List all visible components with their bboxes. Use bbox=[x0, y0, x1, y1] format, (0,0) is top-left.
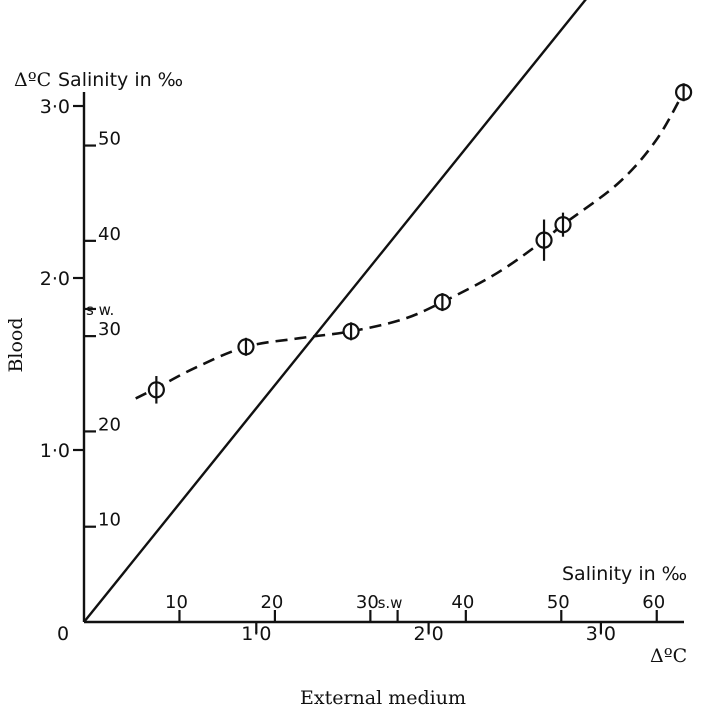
origin-label: 0 bbox=[57, 623, 69, 645]
y-salinity-tick-label: 20 bbox=[98, 414, 121, 435]
labels: ΔºC Salinity in ‰ Salinity in ‰ ΔºC 0 Ex… bbox=[5, 69, 687, 709]
data-points bbox=[147, 83, 693, 404]
axes bbox=[82, 92, 684, 624]
x-salinity-axis-title: Salinity in ‰ bbox=[562, 563, 687, 585]
x-salinity-tick-label: 60 bbox=[642, 592, 665, 613]
y-salinity-tick-label: 40 bbox=[98, 224, 121, 245]
x-salinity-tick-label: 20 bbox=[260, 592, 283, 613]
x-sea-water-label: s.w bbox=[378, 594, 403, 612]
x-salinity-tick-label: 40 bbox=[451, 592, 474, 613]
y-salinity-tick-label: 50 bbox=[98, 129, 121, 150]
x-tick-label: 3·0 bbox=[586, 623, 616, 645]
y-sea-water-label: s w. bbox=[86, 301, 114, 319]
dashed-fit-curve bbox=[135, 91, 685, 400]
ticks: 1·0 2·0 3·0 1·0 2·0 3·0 10 20 30 40 50 60 10 20 30 40 50… bbox=[40, 96, 665, 645]
data-lines bbox=[83, 0, 685, 623]
y-salinity-tick-label: 10 bbox=[98, 510, 121, 531]
y-tick-label: 2·0 bbox=[40, 268, 70, 290]
y-tick-label: 1·0 bbox=[40, 440, 70, 462]
y-unit-label: ΔºC bbox=[14, 69, 51, 91]
x-tick-label: 2·0 bbox=[413, 623, 443, 645]
x-tick-label: 1·0 bbox=[241, 623, 271, 645]
y-axis-title: Blood bbox=[5, 317, 27, 372]
x-salinity-tick-label: 10 bbox=[165, 592, 188, 613]
x-axis-title: External medium bbox=[300, 687, 466, 709]
y-salinity-axis-title: Salinity in ‰ bbox=[58, 69, 183, 91]
x-unit-label: ΔºC bbox=[650, 645, 687, 667]
x-salinity-tick-label: 50 bbox=[547, 592, 570, 613]
equality-line bbox=[83, 0, 587, 623]
y-tick-label: 3·0 bbox=[40, 96, 70, 118]
x-salinity-tick-label: 30 bbox=[356, 592, 379, 613]
y-salinity-tick-label: 30 bbox=[98, 319, 121, 340]
